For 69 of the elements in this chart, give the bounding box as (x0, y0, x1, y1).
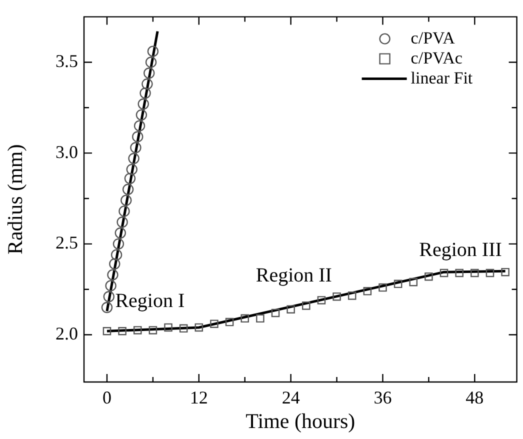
y-tick-label: 2.5 (56, 232, 78, 253)
point (394, 280, 402, 288)
point (271, 308, 280, 318)
point (470, 268, 479, 278)
point (107, 269, 118, 280)
point (128, 152, 140, 164)
point (409, 278, 418, 286)
point (105, 280, 116, 292)
point (210, 320, 218, 328)
point (118, 326, 126, 336)
point (455, 268, 464, 278)
point (286, 305, 295, 314)
point (118, 206, 130, 217)
point (302, 302, 310, 310)
point (501, 268, 510, 276)
point (145, 56, 157, 68)
point (225, 318, 234, 326)
point (148, 326, 158, 334)
annotation: Region III (419, 238, 502, 261)
point (142, 78, 153, 90)
point (120, 194, 132, 206)
point (109, 258, 120, 270)
point (424, 272, 433, 281)
point (114, 227, 126, 239)
point (164, 323, 172, 332)
annotation: Region II (256, 264, 332, 286)
y-tick-label: 2.0 (56, 323, 78, 344)
point (378, 283, 387, 292)
point (110, 249, 122, 260)
x-tick-label: 0 (102, 388, 112, 408)
y-tick-label: 3.5 (56, 50, 78, 71)
x-tick-label: 12 (190, 388, 208, 408)
legend-label: c/PVA (410, 28, 456, 48)
point (134, 120, 146, 132)
point (112, 238, 124, 250)
point (102, 326, 112, 336)
y-tick-label: 3.0 (56, 142, 78, 162)
legend-label: c/PVAc (410, 48, 463, 68)
point (140, 88, 151, 99)
legend-label: linear Fit (410, 68, 473, 88)
point (256, 314, 264, 323)
point (144, 68, 155, 79)
x-axis-title: Time (hours) (246, 408, 356, 433)
point (240, 314, 249, 323)
point (332, 292, 341, 301)
point (133, 326, 142, 334)
x-tick-label: 24 (282, 388, 300, 408)
point (124, 172, 136, 184)
point (122, 184, 134, 196)
point (126, 164, 138, 176)
point (130, 142, 142, 154)
point (147, 46, 159, 57)
point (179, 324, 188, 333)
annotation: Region I (115, 290, 185, 312)
point (116, 216, 128, 228)
point (132, 131, 144, 142)
point (348, 292, 356, 300)
point (138, 98, 149, 110)
point (317, 296, 326, 304)
y-axis-title: Radius (mm) (3, 144, 28, 255)
point (486, 268, 494, 278)
point (194, 323, 204, 332)
point (363, 287, 372, 296)
x-tick-label: 36 (374, 388, 392, 408)
point (101, 302, 113, 314)
point (103, 291, 114, 302)
point (440, 268, 448, 278)
point (136, 109, 148, 121)
x-tick-label: 48 (466, 388, 484, 408)
